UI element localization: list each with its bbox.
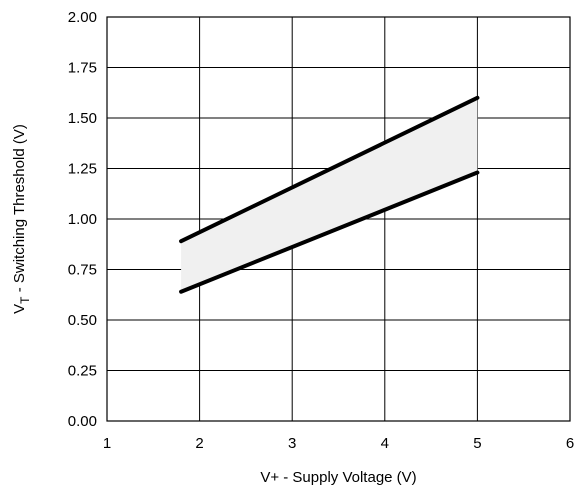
y-tick-label: 1.25 [68, 161, 97, 178]
y-tick-label: 1.50 [68, 110, 97, 127]
x-tick-label: 4 [381, 435, 389, 452]
y-axis-symbol: V [11, 304, 28, 314]
y-tick-label: 2.00 [68, 9, 97, 26]
x-tick-label: 5 [473, 435, 481, 452]
series-lines [179, 95, 480, 294]
y-tick-label: 1.00 [68, 211, 97, 228]
x-tick-label: 2 [195, 435, 203, 452]
y-tick-label: 0.25 [68, 363, 97, 380]
y-axis-label: VT - Switching Threshold (V) [11, 124, 32, 314]
y-tick-labels: 0.00 0.25 0.50 0.75 1.00 1.25 1.50 1.75 2.00 [68, 9, 97, 430]
x-tick-label: 3 [288, 435, 296, 452]
y-tick-label: 1.75 [68, 60, 97, 77]
lower-threshold-line [179, 170, 480, 294]
x-tick-label: 6 [566, 435, 574, 452]
y-axis-text: - Switching Threshold (V) [11, 124, 28, 296]
plot-frame [106, 16, 571, 422]
threshold-band [181, 97, 478, 292]
y-tick-label: 0.75 [68, 262, 97, 279]
x-axis-label: V+ - Supply Voltage (V) [260, 469, 416, 486]
y-tick-label: 0.50 [68, 312, 97, 329]
upper-threshold-line [179, 95, 480, 244]
y-tick-label: 0.00 [68, 413, 97, 430]
x-tick-labels: 1 2 3 4 5 6 [103, 435, 574, 452]
y-axis-subscript: T [18, 296, 32, 304]
x-tick-label: 1 [103, 435, 111, 452]
